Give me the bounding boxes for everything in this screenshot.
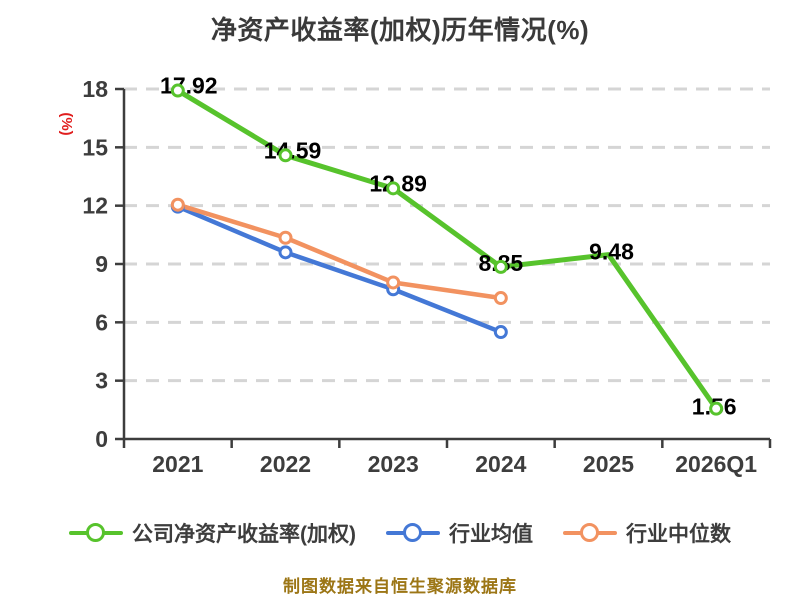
legend-marker-industry-avg-icon	[386, 522, 440, 544]
data-point	[493, 325, 508, 340]
legend: 公司净资产收益率(加权) 行业均值 行业中位数	[0, 518, 800, 548]
y-tick-label: 9	[95, 251, 108, 277]
chart-title: 净资产收益率(加权)历年情况(%)	[210, 15, 590, 45]
data-point	[386, 275, 401, 290]
y-tick-label: 12	[82, 193, 108, 219]
data-label: 9.48	[589, 239, 634, 265]
data-label: 14.59	[264, 137, 322, 163]
data-point	[278, 245, 293, 260]
series-line-2	[177, 202, 502, 301]
legend-item-industry-avg: 行业均值	[386, 518, 533, 548]
data-point	[493, 259, 508, 274]
data-point	[170, 197, 185, 212]
roe-line-chart: 0 3 6 9 12 15 18 2021 2022 2023 2024 2025 2026Q1 17.9…	[82, 73, 772, 477]
y-tick-label: 6	[95, 309, 108, 335]
series-line-1	[176, 204, 502, 335]
y-tick-label: 18	[82, 76, 108, 102]
x-tick-label: 2025	[583, 451, 634, 477]
y-tick-label: 0	[95, 426, 108, 452]
x-tick-label: 2026Q1	[675, 451, 757, 477]
y-tick-label: 15	[82, 134, 108, 160]
series-line-0	[176, 88, 719, 411]
legend-label-industry-avg: 行业均值	[449, 523, 533, 546]
legend-marker-company-icon	[69, 522, 123, 544]
x-tick-label: 2022	[260, 451, 311, 477]
data-point	[493, 291, 508, 306]
legend-item-industry-median: 行业中位数	[563, 518, 731, 548]
legend-item-company: 公司净资产收益率(加权)	[69, 518, 356, 548]
data-point	[709, 401, 724, 416]
data-source-note: 制图数据来自恒生聚源数据库	[283, 577, 517, 596]
x-tick-label: 2021	[152, 451, 203, 477]
data-label: 17.92	[160, 73, 218, 99]
data-point	[278, 230, 293, 245]
data-point	[386, 181, 401, 196]
data-point	[278, 148, 293, 163]
x-tick-label: 2023	[368, 451, 419, 477]
legend-label-company: 公司净资产收益率(加权)	[132, 523, 356, 546]
data-point	[170, 83, 185, 98]
legend-marker-industry-median-icon	[563, 522, 617, 544]
y-tick-label: 3	[95, 368, 108, 394]
x-tick-label: 2024	[475, 451, 526, 477]
legend-label-industry-median: 行业中位数	[626, 523, 731, 546]
